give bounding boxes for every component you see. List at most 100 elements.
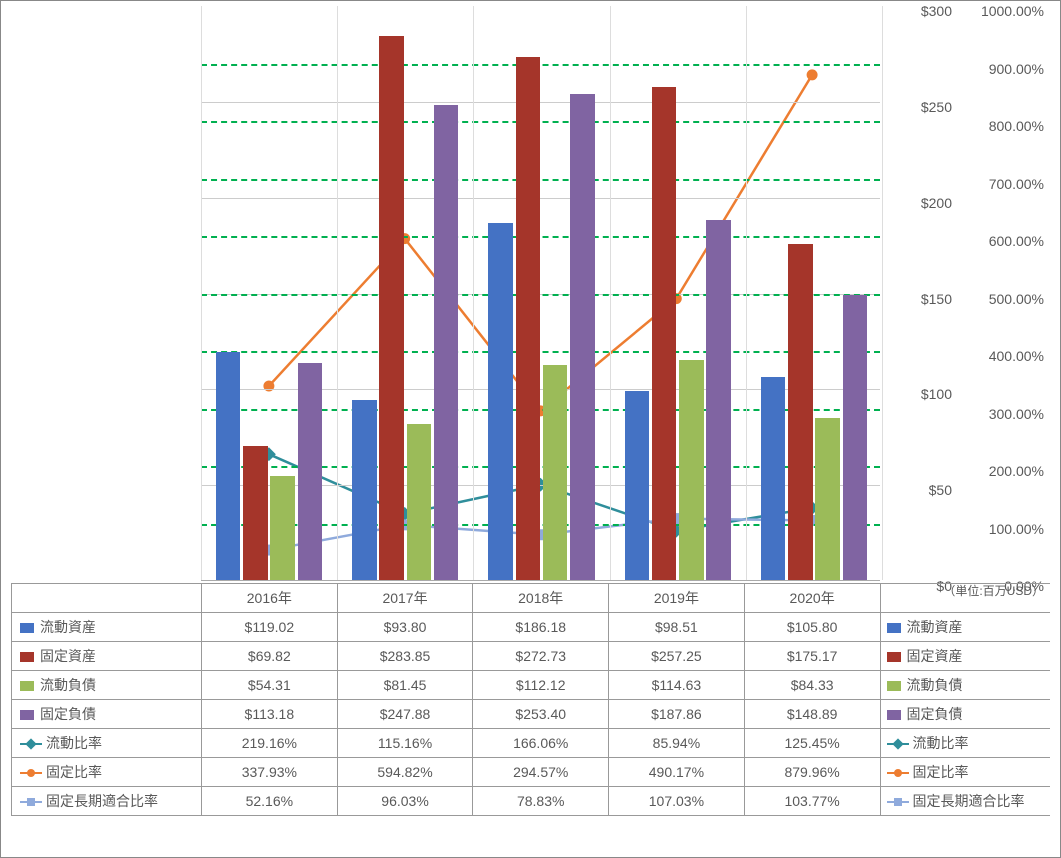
y2-gridline — [201, 236, 880, 238]
table-row: 流動比率219.16%115.16%166.06%85.94%125.45%流動… — [12, 729, 1051, 758]
data-cell: $148.89 — [744, 700, 880, 729]
legend-corner — [880, 584, 1050, 613]
y1-gridline — [201, 102, 880, 103]
bar-s_fixed_assets — [788, 244, 813, 580]
data-cell: 879.96% — [744, 758, 880, 787]
chart-container: （単位:百万USD） $0$50$100$150$200$250$3000.00… — [0, 0, 1061, 858]
y2-gridline — [201, 64, 880, 66]
y1-gridline — [201, 198, 880, 199]
bar-s_fixed_assets — [516, 57, 541, 580]
legend-cell: 流動資産 — [880, 613, 1050, 642]
y2-tick-label: 900.00% — [989, 61, 1044, 77]
data-cell: $272.73 — [473, 642, 609, 671]
bar-s_fixed_assets — [652, 87, 677, 580]
category-header: 2020年 — [744, 584, 880, 613]
bar-s_liquid_assets — [216, 352, 241, 580]
data-table-area: 2016年2017年2018年2019年2020年流動資産$119.02$93.… — [11, 583, 1050, 816]
data-cell: 52.16% — [202, 787, 338, 816]
data-cell: 490.17% — [609, 758, 745, 787]
bar-s_current_liab — [815, 418, 840, 580]
legend-cell: 固定比率 — [880, 758, 1050, 787]
data-cell: 96.03% — [337, 787, 473, 816]
series-label: 流動資産 — [12, 613, 202, 642]
data-cell: 219.16% — [202, 729, 338, 758]
data-cell: $253.40 — [473, 700, 609, 729]
category-separator — [882, 6, 883, 580]
y1-tick-label: $250 — [921, 99, 952, 115]
table-row: 固定長期適合比率52.16%96.03%78.83%107.03%103.77%… — [12, 787, 1051, 816]
category-header: 2017年 — [337, 584, 473, 613]
marker-s_fixed_ratio — [807, 70, 817, 80]
y2-tick-label: 200.00% — [989, 463, 1044, 479]
data-cell: 107.03% — [609, 787, 745, 816]
legend-cell: 固定長期適合比率 — [880, 787, 1050, 816]
data-cell: 85.94% — [609, 729, 745, 758]
data-cell: $187.86 — [609, 700, 745, 729]
y2-gridline — [201, 351, 880, 353]
bar-s_fixed_assets — [243, 446, 268, 580]
data-cell: 125.45% — [744, 729, 880, 758]
table-row: 固定比率337.93%594.82%294.57%490.17%879.96%固… — [12, 758, 1051, 787]
y2-tick-label: 300.00% — [989, 406, 1044, 422]
bar-s_fixed_liab — [298, 363, 323, 580]
bar-s_fixed_liab — [843, 295, 868, 580]
bar-s_current_liab — [679, 360, 704, 580]
table-header-row: 2016年2017年2018年2019年2020年 — [12, 584, 1051, 613]
category-header: 2016年 — [202, 584, 338, 613]
data-cell: 103.77% — [744, 787, 880, 816]
data-cell: $98.51 — [609, 613, 745, 642]
series-label: 固定比率 — [12, 758, 202, 787]
bar-s_current_liab — [543, 365, 568, 580]
data-cell: $84.33 — [744, 671, 880, 700]
legend-cell: 流動比率 — [880, 729, 1050, 758]
data-cell: $175.17 — [744, 642, 880, 671]
series-label: 固定長期適合比率 — [12, 787, 202, 816]
chart-area: （単位:百万USD） $0$50$100$150$200$250$3000.00… — [11, 6, 1050, 581]
bar-s_liquid_assets — [352, 400, 377, 580]
bar-s_liquid_assets — [488, 223, 513, 580]
y2-tick-label: 1000.00% — [981, 3, 1044, 19]
bar-s_liquid_assets — [625, 391, 650, 580]
data-cell: 337.93% — [202, 758, 338, 787]
category-header: 2018年 — [473, 584, 609, 613]
category-header: 2019年 — [609, 584, 745, 613]
data-cell: 115.16% — [337, 729, 473, 758]
data-cell: $54.31 — [202, 671, 338, 700]
y1-tick-label: $100 — [921, 386, 952, 402]
y1-tick-label: $50 — [929, 482, 952, 498]
data-cell: $186.18 — [473, 613, 609, 642]
y1-tick-label: $200 — [921, 195, 952, 211]
bar-s_current_liab — [407, 424, 432, 580]
y2-gridline — [201, 294, 880, 296]
data-cell: $257.25 — [609, 642, 745, 671]
legend-cell: 固定資産 — [880, 642, 1050, 671]
bar-s_fixed_liab — [570, 94, 595, 580]
y2-tick-label: 700.00% — [989, 176, 1044, 192]
y1-tick-label: $300 — [921, 3, 952, 19]
data-cell: $105.80 — [744, 613, 880, 642]
data-cell: $93.80 — [337, 613, 473, 642]
legend-cell: 流動負債 — [880, 671, 1050, 700]
data-cell: $81.45 — [337, 671, 473, 700]
legend-cell: 固定負債 — [880, 700, 1050, 729]
data-table: 2016年2017年2018年2019年2020年流動資産$119.02$93.… — [11, 583, 1050, 816]
bar-s_liquid_assets — [761, 377, 786, 580]
category-separator — [337, 6, 338, 580]
y2-tick-label: 400.00% — [989, 348, 1044, 364]
data-cell: $247.88 — [337, 700, 473, 729]
data-cell: $69.82 — [202, 642, 338, 671]
bar-s_fixed_liab — [434, 105, 459, 580]
series-label: 流動負債 — [12, 671, 202, 700]
y2-gridline — [201, 179, 880, 181]
data-cell: $113.18 — [202, 700, 338, 729]
data-cell: 166.06% — [473, 729, 609, 758]
table-row: 固定資産$69.82$283.85$272.73$257.25$175.17固定… — [12, 642, 1051, 671]
y2-tick-label: 600.00% — [989, 233, 1044, 249]
series-label: 固定負債 — [12, 700, 202, 729]
data-cell: $119.02 — [202, 613, 338, 642]
category-separator — [610, 6, 611, 580]
y2-tick-label: 800.00% — [989, 118, 1044, 134]
table-row: 流動負債$54.31$81.45$112.12$114.63$84.33流動負債 — [12, 671, 1051, 700]
series-label: 固定資産 — [12, 642, 202, 671]
category-separator — [201, 6, 202, 580]
